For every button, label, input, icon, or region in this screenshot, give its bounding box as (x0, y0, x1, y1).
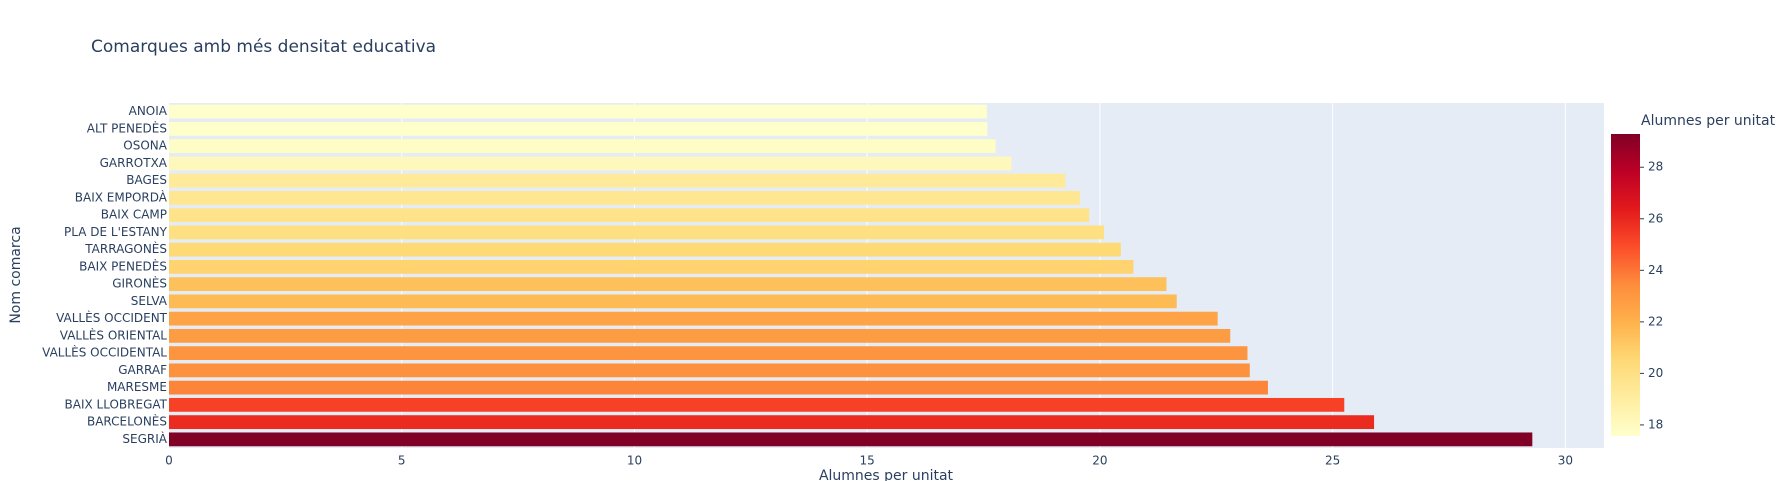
bar (169, 225, 1105, 240)
y-tick-label: PLA DE L'ESTANY (64, 225, 168, 239)
bar (169, 328, 1231, 343)
colorbar-tick-label: 18 (1648, 417, 1663, 431)
y-tick-label: BAGES (126, 173, 167, 187)
y-tick-label: GIRONÈS (112, 276, 167, 291)
colorbar-tick-label: 22 (1648, 314, 1663, 328)
y-tick-label: BAIX CAMP (101, 208, 167, 222)
bar (169, 208, 1090, 223)
bar (169, 363, 1250, 378)
bar (169, 311, 1218, 326)
y-tick-label: BARCELONÈS (87, 414, 167, 429)
bar (169, 432, 1533, 447)
x-axis-title: Alumnes per unitat (819, 468, 954, 481)
y-tick-label: BAIX EMPORDÀ (75, 189, 168, 204)
colorbar-title: Alumnes per unitat (1641, 113, 1776, 129)
y-tick-label: GARROTXA (100, 156, 168, 170)
y-tick-label: VALLÈS OCCIDENT (56, 310, 168, 325)
colorbar (1611, 134, 1640, 436)
y-tick-label: ANOIA (129, 104, 168, 118)
bar (169, 242, 1121, 257)
bar (169, 121, 988, 136)
bar (169, 380, 1268, 395)
x-tick-label: 25 (1325, 454, 1340, 468)
bar (169, 346, 1248, 361)
bar (169, 397, 1345, 412)
y-tick-label: BAIX PENEDÈS (79, 258, 167, 273)
bar (169, 415, 1375, 430)
y-tick-label: ALT PENEDÈS (87, 120, 167, 135)
colorbar-tick-label: 20 (1648, 366, 1663, 380)
y-tick-label: TARRAGONÈS (84, 241, 167, 256)
y-tick-label: SEGRIÀ (122, 431, 167, 446)
colorbar-tick-label: 24 (1648, 263, 1663, 277)
colorbar-tick-label: 26 (1648, 211, 1663, 225)
y-tick-label: GARRAF (118, 363, 167, 377)
y-tick-label: MARESME (107, 380, 167, 394)
bar (169, 190, 1080, 205)
x-tick-label: 20 (1092, 454, 1107, 468)
chart-title: Comarques amb més densitat educativa (91, 37, 436, 57)
bar (169, 173, 1066, 188)
y-tick-label: SELVA (131, 294, 168, 308)
x-tick-label: 5 (398, 454, 406, 468)
bar (169, 104, 987, 119)
y-axis-title: Nom comarca (8, 226, 24, 323)
plot-area (169, 103, 1604, 448)
y-tick-label: VALLÈS ORIENTAL (60, 327, 168, 342)
bar (169, 259, 1134, 274)
y-tick-label: VALLÈS OCCIDENTAL (42, 345, 167, 360)
x-tick-label: 30 (1558, 454, 1573, 468)
x-tick-label: 10 (627, 454, 642, 468)
y-tick-label: OSONA (123, 139, 167, 153)
x-tick-label: 0 (165, 454, 173, 468)
x-tick-label: 15 (860, 454, 875, 468)
colorbar-tick-label: 28 (1648, 160, 1663, 174)
bar (169, 294, 1177, 309)
bar (169, 277, 1167, 292)
y-tick-label: BAIX LLOBREGAT (65, 397, 168, 411)
bar (169, 156, 1012, 171)
bar (169, 139, 996, 154)
